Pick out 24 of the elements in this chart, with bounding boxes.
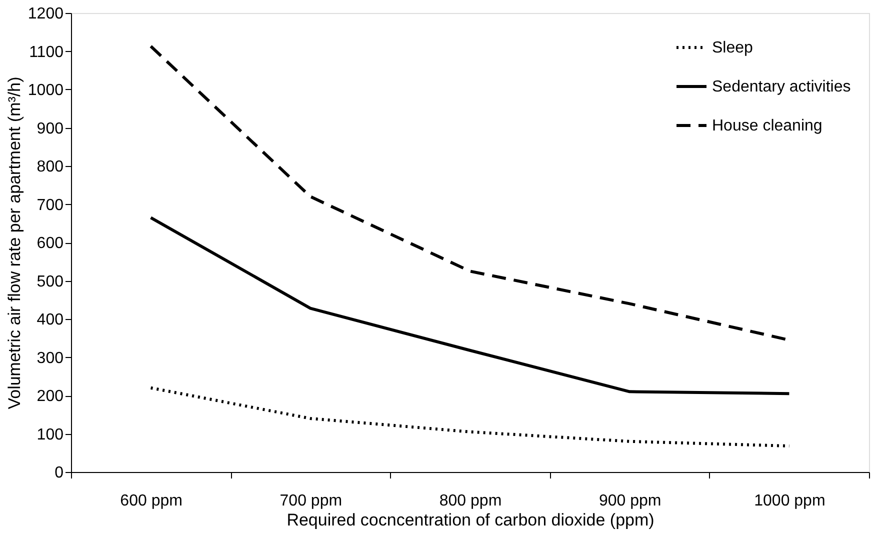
x-tick-label: 800 ppm <box>439 492 502 510</box>
y-tick-label: 100 <box>36 426 64 444</box>
y-axis-title: Volumetric air flow rate per apartment (m³/h) <box>4 76 24 410</box>
y-tick-label: 400 <box>36 312 64 328</box>
y-tick-label: 1100 <box>29 44 64 61</box>
y-tick-label: 1200 <box>28 6 64 22</box>
legend-label: House cleaning <box>712 118 822 134</box>
y-tick-label: 800 <box>36 158 64 176</box>
x-tick-label: 600 ppm <box>120 492 182 510</box>
x-tick-label: 900 ppm <box>598 492 662 510</box>
line-series <box>149 216 791 396</box>
y-tick-label: 1000 <box>28 82 64 99</box>
y-tick-label: 300 <box>36 350 64 367</box>
x-tick-label: 700 ppm <box>280 492 342 510</box>
legend-label: Sleep <box>712 40 754 56</box>
y-tick-label: 0 <box>54 464 64 482</box>
y-tick-label: 900 <box>36 120 64 138</box>
x-axis-title: Required cocncentration of carbon dioxide (ppm) <box>286 510 654 530</box>
y-tick-label: 200 <box>36 388 64 405</box>
y-tick-label: 500 <box>36 273 64 290</box>
x-tick-label: 1000 ppm <box>754 492 826 510</box>
y-tick-label: 600 <box>36 235 64 252</box>
y-tick-label: 700 <box>36 196 64 214</box>
legend-label: Sedentary activities <box>712 78 851 96</box>
